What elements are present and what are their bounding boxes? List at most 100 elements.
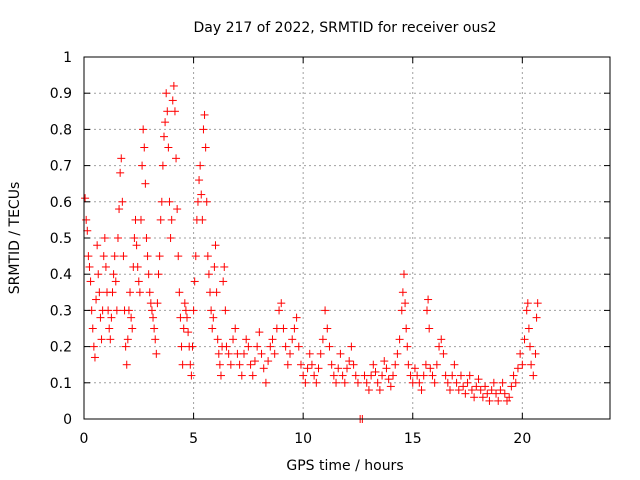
y-tick-label: 0 [63,412,72,428]
data-point [303,364,312,373]
data-point [163,107,172,116]
data-point [452,378,461,387]
data-point [207,306,216,315]
data-point [425,324,434,333]
data-point [314,364,323,373]
y-axis-label: SRMTID / TECUs [7,182,23,295]
data-point [463,378,472,387]
data-point [248,371,257,380]
data-point [134,277,143,286]
data-point [476,386,485,395]
data-point [404,360,413,369]
data-point [90,353,99,362]
data-point [157,197,166,206]
data-point [173,205,182,214]
data-point [186,360,195,369]
data-point [450,360,459,369]
data-point [143,252,152,261]
data-point [197,190,206,199]
y-tick-label: 0.1 [50,376,72,392]
data-point [138,161,147,170]
data-point [281,342,290,351]
data-point [168,96,177,105]
data-point [123,335,132,344]
data-point [507,382,516,391]
y-tick-label: 0.9 [50,86,72,102]
data-point [112,306,121,315]
data-point [239,349,248,358]
data-point [85,262,94,271]
data-point [334,364,343,373]
data-point [347,342,356,351]
data-point [399,270,408,279]
data-point [184,328,193,337]
data-point [428,371,437,380]
data-point [391,360,400,369]
data-point [161,118,170,127]
data-point [283,360,292,369]
data-point [524,324,533,333]
data-point [364,386,373,395]
data-point [193,197,202,206]
data-point [426,364,435,373]
grid-lines [84,57,610,419]
data-point [226,360,235,369]
data-point [219,277,228,286]
data-point [204,270,213,279]
data-point [398,288,407,297]
data-point [382,364,391,373]
data-point [345,357,354,366]
data-point [523,299,532,308]
data-point [133,262,142,271]
data-point [505,393,514,402]
data-point [142,234,151,242]
x-tick-label: 20 [513,431,531,447]
data-point [139,125,148,134]
data-point [105,324,114,333]
data-point [196,161,205,170]
data-point [97,335,106,344]
data-point [220,262,229,271]
data-point [237,371,246,380]
data-point [474,375,483,384]
data-point [246,360,255,369]
data-point [321,306,330,315]
data-point [164,143,173,152]
data-point [118,197,127,206]
data-point [494,396,503,405]
data-point [150,324,159,333]
data-point [401,299,410,308]
data-point [318,335,327,344]
data-point [208,324,217,333]
data-point [224,349,233,358]
data-point [244,342,253,351]
data-point [145,288,154,297]
data-point [286,349,295,358]
data-point [92,295,101,304]
data-point [307,360,316,369]
y-tick-label: 0.6 [50,195,72,211]
data-point [483,389,492,398]
data-point [126,288,135,297]
data-point [242,335,251,344]
data-point [299,371,308,380]
data-point [253,342,262,351]
data-point [257,349,266,358]
y-tick-labels: 0 0.1 0.2 0.3 0.4 0.5 0.6 0.7 0.8 0.9 1 [50,50,72,428]
data-point [397,306,406,315]
data-point [266,342,275,351]
data-point [375,386,384,395]
data-point [437,335,446,344]
x-tick-label: 0 [80,431,89,447]
data-point [439,349,448,358]
data-point [336,349,345,358]
x-axis-label: GPS time / hours [286,458,403,474]
data-point [294,342,303,351]
data-point [373,378,382,387]
data-point [430,378,439,387]
data-point [465,371,474,380]
data-point [329,371,338,380]
data-point [109,270,118,279]
data-point [527,360,536,369]
data-point [386,382,395,391]
